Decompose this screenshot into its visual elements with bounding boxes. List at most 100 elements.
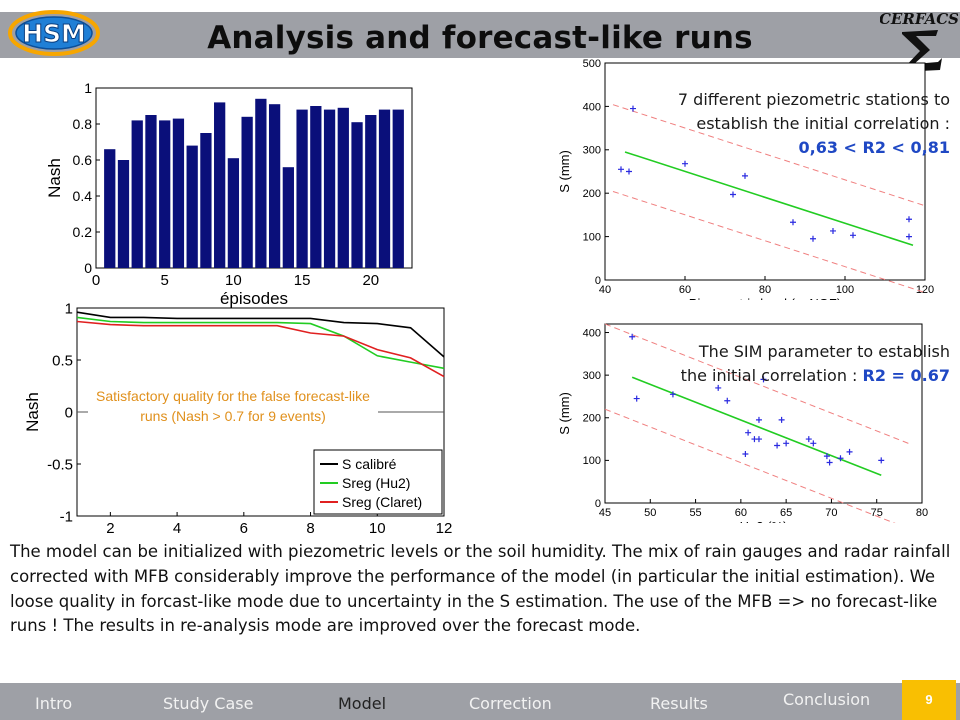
x-tick-label: 8 bbox=[306, 520, 314, 537]
bar bbox=[323, 109, 336, 268]
y-tick-label: 0.6 bbox=[73, 152, 93, 168]
bar bbox=[378, 109, 391, 268]
nash-bar-chart: 0 5 10 15 20 0 0.2 0.4 0.6 0.8 1 épisodes Nash bbox=[45, 80, 413, 308]
y-tick-label: 0.4 bbox=[73, 188, 93, 204]
bar bbox=[351, 122, 363, 268]
x-tick-label: 20 bbox=[362, 272, 379, 289]
data-point bbox=[742, 450, 749, 457]
bar bbox=[145, 115, 157, 268]
x-tick-label: 10 bbox=[225, 272, 242, 289]
x-tick-label: 65 bbox=[780, 507, 792, 519]
bar bbox=[214, 102, 226, 269]
x-axis-label: Piezometric level (m NGF) bbox=[689, 296, 841, 300]
data-point bbox=[742, 172, 748, 179]
upper-band-line bbox=[612, 104, 926, 207]
y-tick-label: 0 bbox=[595, 275, 601, 287]
data-point bbox=[755, 436, 762, 443]
data-point bbox=[850, 232, 856, 239]
fit-line bbox=[631, 376, 882, 477]
series-line bbox=[76, 320, 445, 378]
series-line bbox=[76, 311, 445, 358]
piezo-annotation-line1: 7 different piezometric stations to bbox=[677, 90, 950, 109]
bar bbox=[104, 149, 116, 268]
y-axis-label: Nash bbox=[45, 158, 64, 198]
data-point bbox=[774, 442, 781, 449]
bar bbox=[200, 133, 212, 268]
data-point bbox=[837, 455, 844, 462]
page-title: Analysis and forecast-like runs bbox=[207, 20, 753, 56]
y-tick-label: 200 bbox=[583, 188, 601, 200]
header-bar bbox=[0, 12, 960, 58]
data-point bbox=[830, 227, 836, 234]
bar bbox=[337, 107, 349, 268]
nav-item-study-case[interactable]: Study Case bbox=[163, 694, 254, 713]
data-point bbox=[715, 384, 722, 391]
y-tick-label: 0 bbox=[65, 404, 73, 421]
sim-r2-value: R2 = 0.67 bbox=[862, 366, 950, 385]
legend-entry: Sreg (Claret) bbox=[342, 494, 422, 510]
nav-item-correction[interactable]: Correction bbox=[469, 694, 552, 713]
upper-band-line bbox=[604, 323, 909, 444]
y-tick-label: 400 bbox=[583, 327, 601, 339]
y-axis-label: Nash bbox=[23, 392, 42, 432]
x-tick-label: 10 bbox=[369, 520, 386, 537]
x-tick-label: 100 bbox=[836, 284, 854, 296]
bar bbox=[255, 98, 267, 268]
hu2-scatter-chart: 45 50 55 60 65 70 75 80 0 100 200 300 400 Hu2 (%) S (m… bbox=[557, 323, 928, 523]
data-point bbox=[823, 453, 830, 460]
hsm-logo: HSM bbox=[8, 10, 100, 56]
x-tick-label: 15 bbox=[294, 272, 311, 289]
data-point bbox=[755, 416, 762, 423]
x-tick-label: 55 bbox=[689, 507, 701, 519]
cerfacs-logo-text: CERFACS bbox=[880, 10, 958, 28]
y-tick-label: 200 bbox=[583, 413, 601, 425]
data-point bbox=[629, 333, 636, 340]
data-point bbox=[724, 397, 731, 404]
y-tick-label: 0.8 bbox=[73, 116, 93, 132]
bar bbox=[117, 160, 130, 268]
nav-item-model[interactable]: Model bbox=[338, 694, 387, 713]
nav-item-results[interactable]: Results bbox=[650, 694, 708, 713]
x-tick-label: 60 bbox=[735, 507, 747, 519]
nav-item-intro[interactable]: Intro bbox=[35, 694, 73, 713]
y-tick-label: 0 bbox=[84, 260, 92, 276]
y-tick-label: 0.5 bbox=[52, 352, 73, 369]
data-point bbox=[906, 216, 912, 223]
bar bbox=[131, 120, 143, 269]
legend-entry: S calibré bbox=[342, 456, 397, 472]
data-point bbox=[633, 395, 640, 402]
x-tick-label: 12 bbox=[436, 520, 452, 537]
y-tick-label: 400 bbox=[583, 101, 601, 113]
y-tick-label: 300 bbox=[583, 370, 601, 382]
page-number-badge: 9 bbox=[902, 680, 956, 720]
series-line bbox=[76, 316, 445, 370]
fit-line bbox=[624, 151, 914, 247]
x-tick-label: 2 bbox=[106, 520, 114, 537]
plot-frame bbox=[95, 87, 413, 269]
y-tick-label: 0.2 bbox=[73, 224, 93, 240]
data-point bbox=[810, 235, 816, 242]
sim-annotation-line1: The SIM parameter to establish bbox=[698, 342, 950, 361]
x-axis-label: Hu2 (%) bbox=[740, 519, 788, 523]
y-tick-label: 300 bbox=[583, 145, 601, 157]
bar bbox=[392, 109, 404, 268]
bar bbox=[296, 109, 308, 268]
x-tick-label: 6 bbox=[240, 520, 248, 537]
y-axis-label: S (mm) bbox=[557, 392, 572, 435]
bar bbox=[172, 118, 185, 268]
satisfactory-quality-note: Satisfactory quality for the false forec… bbox=[88, 386, 378, 427]
x-tick-label: 50 bbox=[644, 507, 656, 519]
bar bbox=[159, 120, 171, 269]
data-point bbox=[630, 105, 636, 112]
x-axis-label: épisodes bbox=[220, 289, 288, 308]
nav-item-conclusion[interactable]: Conclusion bbox=[783, 690, 871, 709]
y-tick-label: 100 bbox=[583, 455, 601, 467]
bar bbox=[365, 115, 377, 268]
hsm-logo-text: HSM bbox=[22, 19, 86, 48]
summary-paragraph: The model can be initialized with piezom… bbox=[10, 542, 951, 636]
bottom-nav-bar bbox=[0, 683, 960, 720]
y-tick-label: 1 bbox=[84, 80, 92, 96]
y-tick-label: 100 bbox=[583, 231, 601, 243]
piezo-r2-range: 0,63 < R2 < 0,81 bbox=[798, 138, 951, 157]
x-tick-label: 60 bbox=[679, 284, 691, 296]
